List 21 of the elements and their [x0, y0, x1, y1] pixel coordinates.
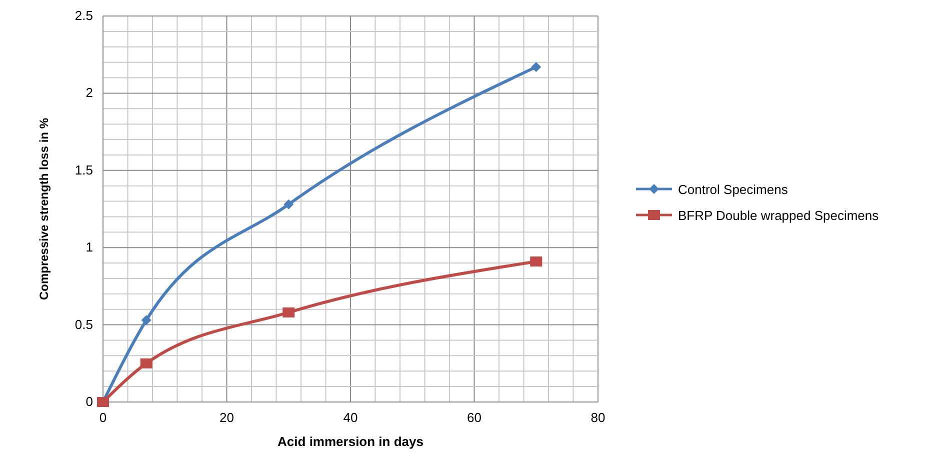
x-tick-label: 20: [220, 410, 234, 425]
x-tick-label: 0: [99, 410, 107, 425]
point: [530, 256, 542, 266]
x-tick-label: 60: [467, 410, 482, 425]
y-tick-label: 1.5: [74, 162, 93, 178]
y-tick-label: 0.5: [74, 316, 93, 332]
point: [141, 315, 152, 326]
legend-label: BFRP Double wrapped Specimens: [678, 208, 880, 223]
point: [282, 307, 295, 318]
x-tick-label: 80: [590, 410, 606, 425]
y-tick-label: 2.5: [74, 8, 93, 23]
point: [531, 62, 542, 72]
y-tick-label: 2: [86, 85, 93, 100]
legend-label: Control Specimens: [678, 182, 788, 197]
point: [140, 358, 152, 368]
y-tick-label: 1: [86, 240, 93, 255]
x-tick-label: 40: [343, 410, 358, 425]
x-axis-title: Acid immersion in days: [278, 434, 424, 449]
y-tick-label: 0: [86, 394, 93, 409]
point: [284, 199, 294, 210]
y-axis-title: Compressive strength loss in %: [37, 118, 51, 300]
